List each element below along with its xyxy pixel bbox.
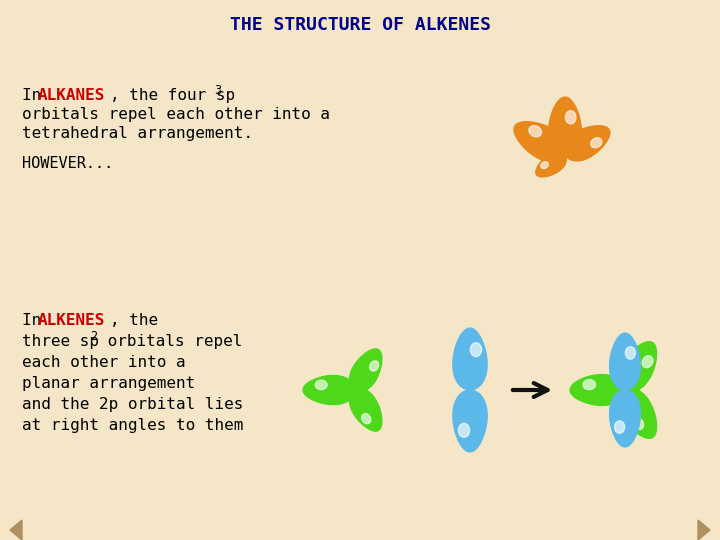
Polygon shape — [453, 328, 487, 390]
Polygon shape — [618, 388, 657, 438]
Text: ALKANES: ALKANES — [38, 88, 105, 103]
Text: 2: 2 — [90, 330, 97, 343]
Ellipse shape — [565, 111, 576, 124]
Ellipse shape — [633, 417, 644, 430]
Text: tetrahedral arrangement.: tetrahedral arrangement. — [22, 126, 253, 141]
Ellipse shape — [529, 125, 541, 137]
Text: at right angles to them: at right angles to them — [22, 418, 243, 433]
Text: orbitals repel each other into a: orbitals repel each other into a — [22, 107, 330, 122]
Polygon shape — [453, 390, 487, 452]
Polygon shape — [609, 333, 641, 390]
Text: In: In — [22, 313, 51, 328]
Ellipse shape — [583, 380, 595, 390]
Ellipse shape — [361, 414, 371, 424]
Ellipse shape — [626, 347, 636, 359]
Polygon shape — [349, 389, 382, 431]
Polygon shape — [303, 375, 355, 404]
Text: ALKENES: ALKENES — [38, 313, 105, 328]
Ellipse shape — [315, 380, 327, 390]
Text: orbitals repel: orbitals repel — [98, 334, 243, 349]
Text: THE STRUCTURE OF ALKENES: THE STRUCTURE OF ALKENES — [230, 16, 490, 34]
Text: three sp: three sp — [22, 334, 99, 349]
Polygon shape — [549, 97, 581, 155]
Ellipse shape — [615, 421, 625, 434]
Ellipse shape — [541, 161, 548, 168]
Polygon shape — [618, 341, 657, 392]
Text: 3: 3 — [214, 84, 221, 97]
Polygon shape — [570, 374, 625, 406]
Polygon shape — [10, 520, 22, 540]
Ellipse shape — [470, 343, 482, 357]
Polygon shape — [514, 122, 567, 162]
Text: HOWEVER...: HOWEVER... — [22, 156, 113, 171]
Polygon shape — [536, 152, 567, 177]
Polygon shape — [349, 349, 382, 392]
Polygon shape — [609, 390, 641, 447]
Text: In: In — [22, 88, 51, 103]
Text: , the: , the — [110, 313, 158, 328]
Polygon shape — [564, 126, 610, 161]
Ellipse shape — [590, 138, 602, 148]
Polygon shape — [698, 520, 710, 540]
Ellipse shape — [642, 356, 653, 368]
Ellipse shape — [369, 361, 379, 371]
Text: each other into a: each other into a — [22, 355, 186, 370]
Text: and the 2p orbital lies: and the 2p orbital lies — [22, 397, 243, 412]
Text: planar arrangement: planar arrangement — [22, 376, 195, 391]
Text: , the four sp: , the four sp — [110, 88, 235, 103]
Ellipse shape — [459, 423, 469, 437]
